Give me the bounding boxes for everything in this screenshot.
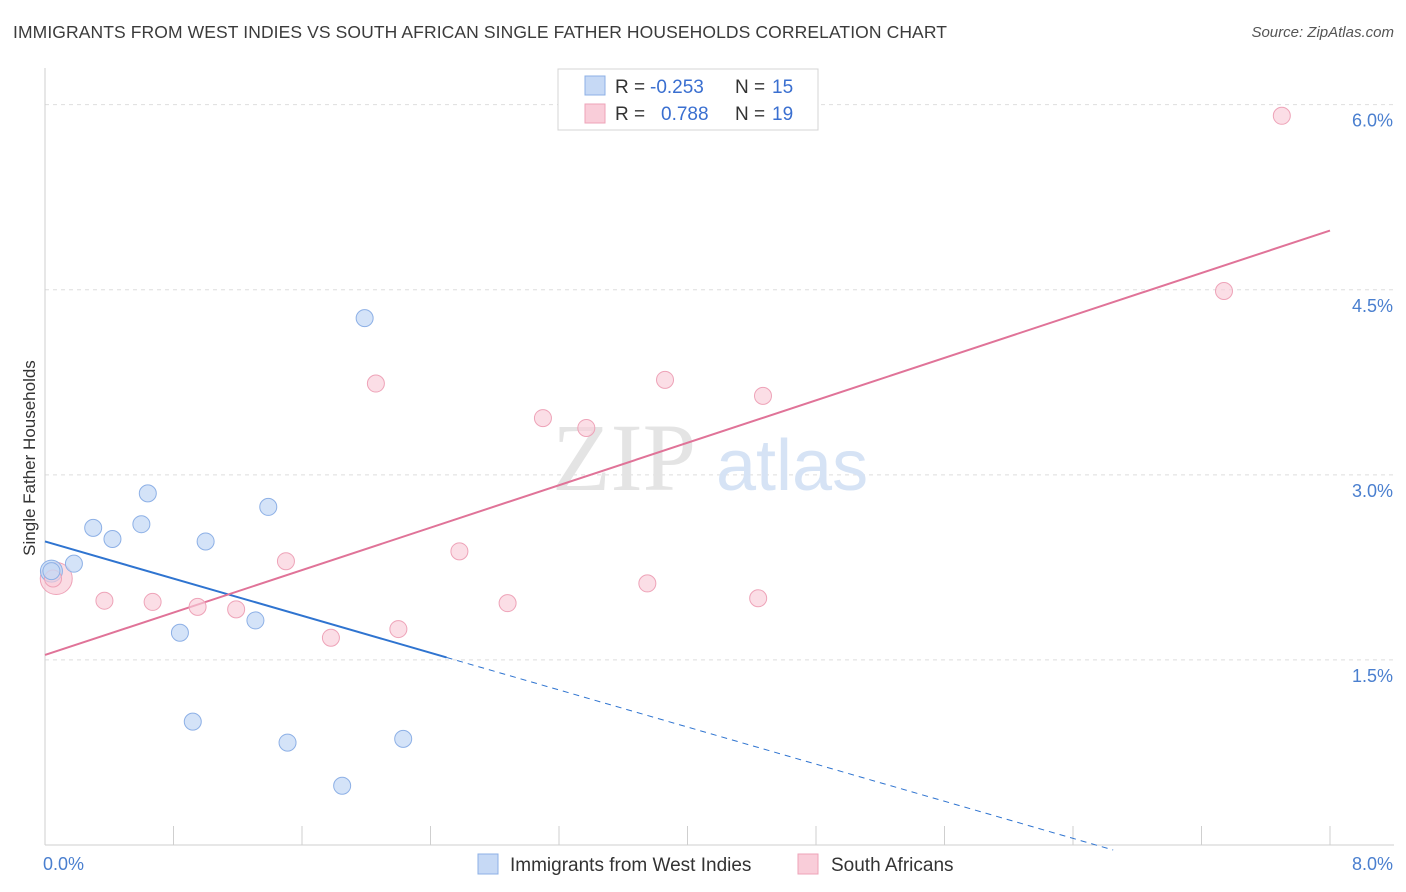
y-tick-label: 1.5% (1352, 666, 1393, 686)
y-axis-label: Single Father Households (20, 360, 39, 556)
legend-n-value: 19 (772, 104, 793, 125)
bottom-legend-swatch-blue (477, 853, 499, 875)
y-tick-label: 4.5% (1352, 296, 1393, 316)
trendlines (44, 229, 1331, 851)
legend-n-label: N = (735, 77, 765, 98)
data-point-pink (498, 594, 517, 613)
trendline-pink (44, 229, 1331, 656)
data-point-blue (394, 729, 413, 748)
bottom-legend-label: Immigrants from West Indies (510, 855, 751, 876)
data-point-pink (753, 386, 772, 405)
data-point-pink (450, 542, 469, 561)
bottom-legend-label: South Africans (831, 855, 954, 876)
data-point-blue (333, 776, 352, 795)
x-tick-labels: 0.0% 8.0% (43, 854, 1393, 874)
data-points (39, 106, 1291, 795)
data-point-blue (103, 530, 122, 548)
data-point-blue (246, 611, 265, 630)
data-point-blue (170, 623, 189, 642)
data-point-blue (196, 532, 215, 551)
bottom-legend: Immigrants from West Indies South Africa… (477, 853, 954, 876)
data-point-pink (749, 589, 768, 608)
source-label: Source: ZipAtlas.com (1251, 24, 1394, 41)
x-tick-label: 0.0% (43, 854, 84, 874)
data-point-pink (188, 597, 207, 616)
legend: R = -0.253 N = 15 R = 0.788 N = 19 (557, 68, 819, 131)
data-point-blue (84, 518, 103, 537)
watermark-atlas: atlas (716, 426, 868, 506)
data-point-pink (656, 370, 675, 389)
data-point-blue (132, 515, 151, 534)
data-point-pink (638, 574, 657, 593)
legend-n-value: 15 (772, 77, 793, 98)
y-tick-label: 6.0% (1352, 111, 1393, 131)
watermark: ZIP atlas (552, 404, 868, 511)
watermark-zip: ZIP (552, 404, 696, 511)
legend-r-value: -0.253 (650, 77, 704, 98)
data-point-pink (276, 552, 295, 571)
chart-title: IMMIGRANTS FROM WEST INDIES VS SOUTH AFR… (13, 22, 948, 42)
data-point-blue (42, 562, 61, 581)
data-point-blue (138, 484, 157, 503)
data-point-pink (143, 592, 162, 611)
data-point-pink (1272, 106, 1291, 125)
legend-r-label: R = (615, 77, 645, 98)
legend-swatch-pink (584, 103, 606, 124)
data-point-pink (227, 600, 246, 619)
legend-swatch-blue (584, 75, 606, 96)
data-point-pink (95, 591, 114, 610)
trendline-blue (44, 540, 447, 659)
bottom-legend-swatch-pink (797, 853, 819, 875)
data-point-pink (1214, 281, 1233, 300)
data-point-blue (183, 712, 202, 731)
y-tick-label: 3.0% (1352, 481, 1393, 501)
data-point-blue (259, 497, 278, 516)
data-point-pink (366, 374, 385, 393)
legend-r-value: 0.788 (661, 104, 709, 125)
y-tick-labels: 1.5% 3.0% 4.5% 6.0% (1352, 111, 1393, 686)
x-tick-label: 8.0% (1352, 854, 1393, 874)
legend-n-label: N = (735, 104, 765, 125)
data-point-blue (355, 309, 374, 328)
trendline-blue-extension (446, 656, 1114, 851)
axes (44, 68, 1394, 846)
grid (45, 104, 1394, 661)
data-point-pink (577, 418, 596, 437)
legend-r-label: R = (615, 104, 645, 125)
data-point-pink (389, 620, 408, 639)
data-point-pink (533, 409, 552, 428)
data-point-blue (64, 554, 83, 573)
data-point-blue (278, 733, 297, 752)
data-point-pink (321, 628, 340, 647)
